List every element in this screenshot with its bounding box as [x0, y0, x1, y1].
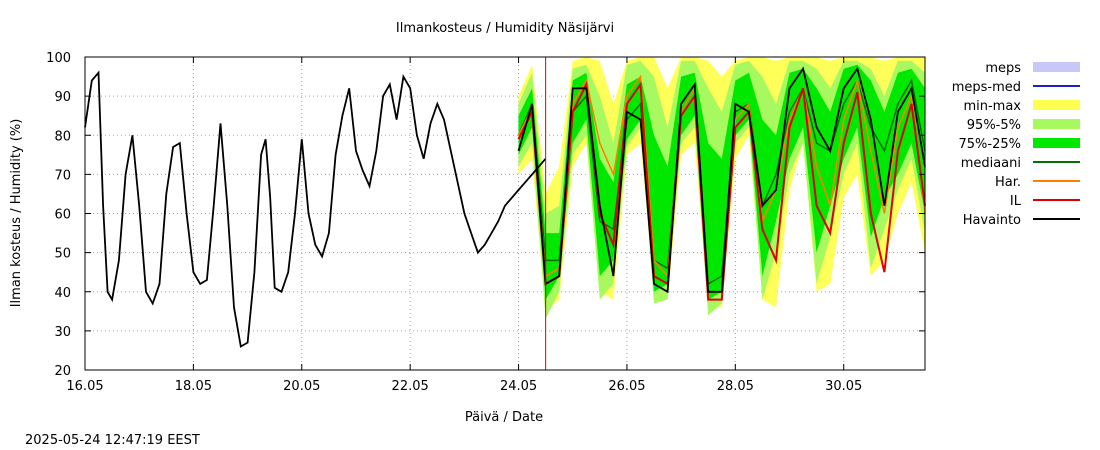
legend-label: 95%-5%: [967, 118, 1021, 133]
chart-title: Ilmankosteus / Humidity Näsijärvi: [396, 21, 614, 36]
legend-label: IL: [1010, 194, 1022, 209]
series-havainto: [84, 70, 547, 348]
legend-swatch: [1033, 138, 1080, 148]
y-tick-label: 70: [54, 168, 71, 183]
x-tick-label: 18.05: [175, 379, 212, 394]
legend-swatch: [1033, 100, 1080, 110]
x-tick-label: 24.05: [500, 379, 537, 394]
series-havainto-forecast: [517, 66, 926, 294]
y-tick-label: 20: [54, 364, 71, 379]
x-tick-label: 22.05: [392, 379, 429, 394]
x-axis-label: Päivä / Date: [465, 410, 543, 425]
y-tick-label: 100: [46, 51, 71, 66]
y-axis-label: Ilman kosteus / Humidity (%): [9, 119, 24, 308]
y-tick-label: 30: [54, 325, 71, 340]
x-tick-label: 20.05: [283, 379, 320, 394]
x-tick-label: 16.05: [66, 379, 103, 394]
legend-swatch: [1033, 119, 1080, 129]
y-tick-label: 90: [54, 90, 71, 105]
series-il: [517, 80, 926, 301]
legend-label: Har.: [995, 175, 1021, 190]
legend-swatch: [1033, 62, 1080, 72]
x-tick-label: 26.05: [608, 379, 645, 394]
bands: [518, 57, 925, 320]
timestamp: 2025-05-24 12:47:19 EEST: [25, 433, 200, 448]
plot-frame: [84, 56, 926, 371]
legend-label: min-max: [963, 99, 1021, 114]
axes: 20 30 40 50 60 70 80 90 100 16.05 18.05 20.05 22.05 2…: [46, 51, 926, 394]
band-75-25: [518, 64, 925, 300]
legend-label: meps: [985, 61, 1021, 76]
y-tick-label: 80: [54, 129, 71, 144]
y-tick-label: 50: [54, 247, 71, 262]
legend-label: meps-med: [952, 80, 1021, 95]
y-tick-label: 60: [54, 208, 71, 223]
series-lines: [84, 57, 926, 370]
x-tick-label: 30.05: [825, 379, 862, 394]
x-tick-label: 28.05: [717, 379, 754, 394]
legend: meps meps-med min-max 95%-5% 75%-25% mediaani…: [952, 61, 1080, 228]
legend-label: mediaani: [961, 156, 1021, 171]
y-tick-label: 40: [54, 286, 71, 301]
legend-label: Havainto: [963, 213, 1021, 228]
legend-label: 75%-25%: [959, 137, 1021, 152]
